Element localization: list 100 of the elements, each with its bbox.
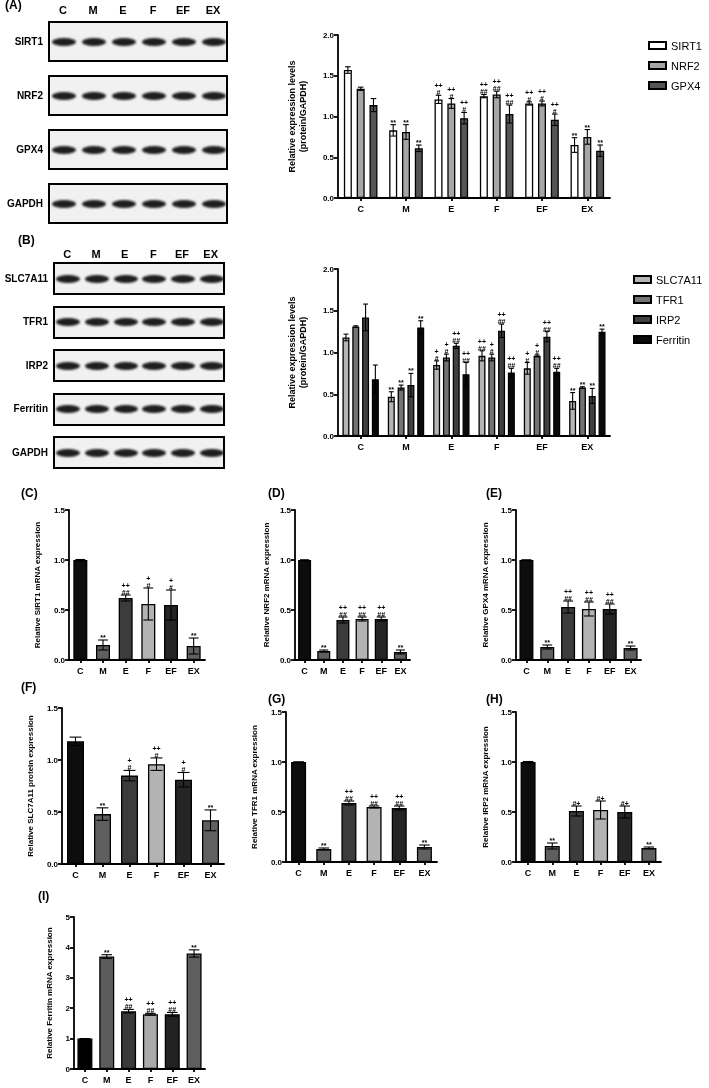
y-tick-label: 0.0	[322, 193, 335, 203]
x-tick-label: EX	[624, 665, 637, 676]
x-tick-label: EX	[394, 665, 407, 676]
x-tick-label: EF	[536, 441, 549, 452]
x-tick-label: F	[153, 869, 160, 880]
x-tick-label: F	[371, 867, 378, 878]
y-axis-title: Relative NRF2 mRNA expression	[261, 522, 271, 648]
y-tick-label: 1.5	[270, 707, 283, 717]
x-tick-label: M	[543, 665, 552, 676]
category-label: C	[62, 248, 73, 261]
x-tick-label: C	[357, 203, 365, 214]
y-axis-title: Relative expression levels (protein/GAPDH)	[286, 60, 308, 173]
category-label: TFR1	[23, 316, 48, 327]
x-tick-label: C	[77, 665, 85, 676]
category-label: C	[58, 4, 68, 17]
y-axis-title: Relative SLC7A11 protein expression	[26, 715, 36, 857]
chart-title: (G)	[268, 692, 286, 706]
category-label: M	[90, 248, 102, 261]
x-tick-label: EF	[166, 1074, 179, 1085]
text: (B)	[18, 233, 35, 247]
x-tick-label: F	[493, 203, 500, 214]
x-tick-label: E	[122, 665, 129, 676]
y-tick-label: 0.5	[279, 605, 292, 615]
category-label: IRP2	[25, 359, 48, 371]
x-tick-label: C	[357, 441, 365, 452]
category-label: EF	[173, 248, 191, 261]
y-tick-label: 3	[65, 973, 71, 983]
y-tick-label: 0.5	[270, 807, 283, 817]
x-tick-label: C	[295, 867, 303, 878]
y-tick-label: 1.5	[500, 707, 513, 717]
category-label: GPX4	[16, 143, 43, 155]
x-tick-label: M	[320, 665, 328, 676]
y-tick-label: 1.0	[322, 112, 335, 121]
x-tick-label: F	[586, 665, 593, 676]
legend-label: Ferritin	[656, 333, 691, 346]
y-tick-label: 1.0	[270, 757, 283, 767]
chart-title: (F)	[21, 680, 37, 694]
chart-title: (D)	[268, 486, 285, 500]
x-tick-label: F	[597, 867, 604, 878]
y-tick-label: 1.0	[322, 348, 335, 357]
y-tick-label: 1.5	[279, 505, 292, 515]
x-tick-label: F	[147, 1074, 154, 1085]
y-axis-title: Relative TFR1 mRNA expression	[250, 725, 260, 849]
y-tick-label: 0.0	[500, 655, 513, 665]
x-tick-label: EX	[581, 203, 594, 214]
legend-label: GPX4	[671, 79, 701, 92]
legend-label: TFR1	[656, 293, 684, 306]
x-tick-label: E	[339, 665, 346, 676]
y-tick-label: 2.0	[322, 30, 335, 40]
y-tick-label: 1.5	[53, 505, 66, 515]
text: (A)	[5, 0, 22, 12]
y-tick-label: 1.5	[46, 703, 59, 713]
category-label: Ferritin	[13, 403, 48, 414]
x-tick-label: F	[359, 665, 366, 676]
y-axis-title: Relative SIRT1 mRNA expression	[33, 521, 43, 649]
y-tick-label: 1.0	[500, 757, 513, 767]
x-tick-label: EF	[619, 867, 631, 878]
x-tick-label: EF	[165, 665, 178, 676]
y-axis-title: Relative IRP2 mRNA expression	[480, 726, 490, 848]
category-label: F	[148, 248, 158, 261]
x-tick-label: C	[301, 665, 309, 676]
legend-label: NRF2	[671, 59, 700, 72]
x-tick-label: E	[573, 867, 580, 878]
x-tick-label: M	[98, 869, 107, 880]
y-tick-label: 1.5	[500, 505, 513, 515]
y-tick-label: 0.0	[500, 857, 513, 867]
chart-title: (C)	[21, 486, 38, 500]
x-tick-label: EF	[536, 203, 549, 214]
y-tick-label: 4	[65, 942, 71, 952]
x-tick-label: C	[524, 867, 532, 878]
x-tick-label: EX	[187, 665, 200, 676]
y-axis-title: Relative GPX4 mRNA expression	[480, 522, 490, 648]
x-tick-label: EF	[393, 867, 406, 878]
category-label: F	[148, 4, 158, 17]
legend-label: IRP2	[656, 313, 681, 326]
y-tick-label: 1.0	[53, 555, 66, 565]
category-label: E	[118, 4, 128, 17]
y-tick-label: 1.0	[46, 755, 59, 765]
y-tick-label: 0.5	[500, 605, 513, 615]
x-tick-label: M	[320, 867, 328, 878]
x-tick-label: E	[448, 203, 455, 214]
y-tick-label: 0.5	[322, 152, 335, 162]
x-tick-label: C	[523, 665, 531, 676]
y-tick-label: 0.0	[53, 655, 66, 665]
category-label: GAPDH	[11, 446, 48, 458]
x-tick-label: EF	[375, 665, 388, 676]
y-tick-label: 5	[65, 912, 71, 922]
y-tick-label: 2	[65, 1003, 71, 1013]
x-tick-label: C	[72, 869, 80, 880]
y-axis-title: Relative Ferritin mRNA expression	[44, 927, 54, 1059]
category-label: M	[87, 4, 99, 17]
x-tick-label: E	[565, 665, 572, 676]
y-tick-label: 1.5	[322, 306, 335, 316]
y-axis-title: Relative expression levels (protein/GAPDH)	[286, 296, 308, 409]
y-tick-label: 0.5	[46, 807, 59, 817]
x-tick-label: EX	[581, 441, 594, 452]
x-tick-label: EF	[604, 665, 616, 676]
category-label: SLC7A11	[4, 272, 48, 284]
y-tick-label: 0.5	[500, 807, 513, 817]
y-tick-label: 0	[65, 1064, 71, 1074]
